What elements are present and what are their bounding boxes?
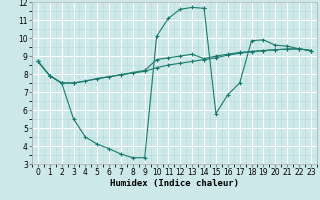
X-axis label: Humidex (Indice chaleur): Humidex (Indice chaleur) xyxy=(110,179,239,188)
